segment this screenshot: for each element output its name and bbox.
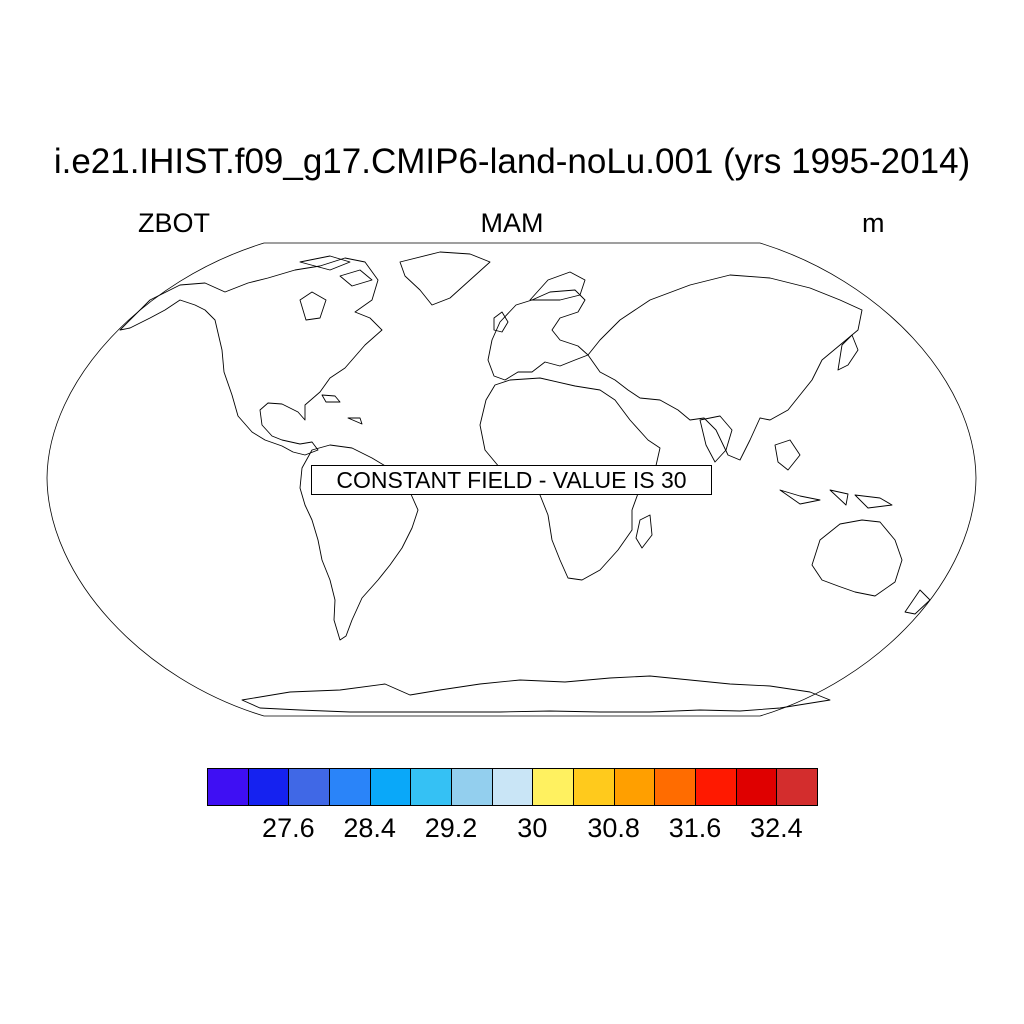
coastline-british-isles — [493, 311, 509, 333]
colorbar-tick-label: 28.4 — [343, 813, 396, 843]
coastline-madagascar — [635, 514, 653, 549]
coastlines — [119, 251, 931, 713]
coastline-india — [699, 415, 733, 463]
coastline-caribbean — [321, 394, 363, 425]
variable-name: ZBOT — [138, 208, 210, 238]
colorbar-box — [329, 768, 371, 806]
coastline-north-america — [119, 257, 383, 456]
coastline-hudson-bay — [299, 291, 327, 321]
season-label: MAM — [480, 208, 544, 238]
coastline-asia — [587, 274, 863, 461]
colorbar — [207, 768, 818, 808]
colorbar-box — [695, 768, 737, 806]
coastline-arctic-islands — [299, 255, 373, 287]
coastline-scandinavia — [529, 271, 586, 301]
colorbar-tick-label: 30 — [517, 813, 548, 843]
colorbar-box — [247, 768, 290, 806]
coastline-europe — [487, 289, 589, 381]
colorbar-tick-label: 30.8 — [587, 813, 640, 843]
coastline-australia — [811, 519, 903, 597]
colorbar-box — [532, 768, 574, 806]
coastline-greenland — [399, 251, 491, 306]
colorbar-box — [451, 768, 493, 806]
colorbar-box — [207, 768, 249, 806]
colorbar-box — [491, 768, 534, 806]
colorbar-box — [735, 768, 778, 806]
coastline-indonesia — [779, 489, 893, 509]
colorbar-tick-label: 29.2 — [424, 813, 478, 843]
plot-title: i.e21.IHIST.f09_g17.CMIP6-land-noLu.001 … — [53, 142, 971, 181]
colorbar-box — [573, 768, 615, 806]
colorbar-tick-label: 31.6 — [668, 813, 722, 843]
coastline-japan — [837, 334, 859, 371]
colorbar-box — [654, 768, 696, 806]
colorbar-box — [613, 768, 656, 806]
colorbar-box — [369, 768, 412, 806]
coastline-southeast-asia — [774, 439, 801, 471]
colorbar-tick-label: 32.4 — [750, 813, 803, 843]
colorbar-box — [288, 768, 330, 806]
constant-field-annotation: CONSTANT FIELD - VALUE IS 30 — [311, 465, 712, 495]
coastline-new-zealand — [904, 589, 931, 615]
units-label: m — [862, 208, 885, 238]
colorbar-tick-label: 27.6 — [262, 813, 315, 843]
colorbar-box — [410, 768, 452, 806]
colorbar-box — [776, 768, 818, 806]
coastline-antarctica — [241, 675, 831, 713]
